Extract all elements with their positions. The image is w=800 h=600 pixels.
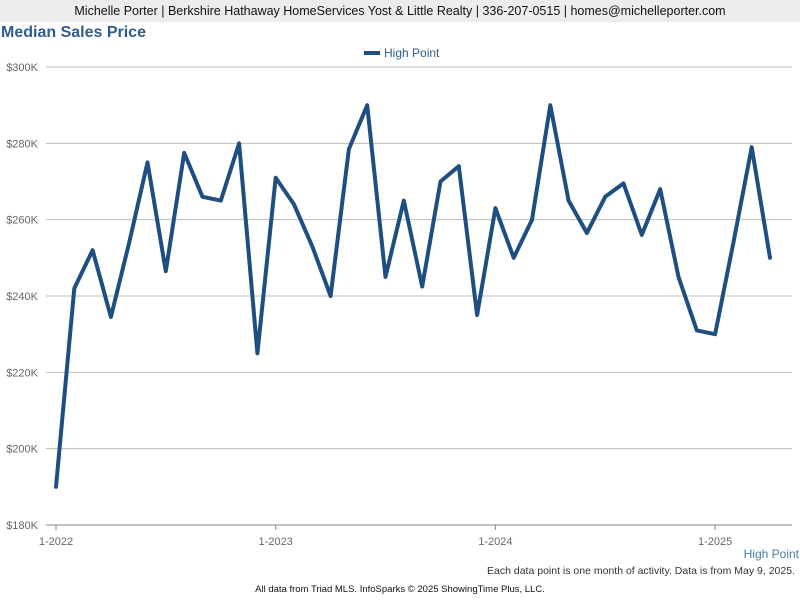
- y-tick-label: $220K: [6, 367, 38, 379]
- chart-title: Median Sales Price: [1, 24, 146, 41]
- y-tick-label: $200K: [6, 444, 38, 456]
- grid-lines: [46, 66, 792, 526]
- series-line-high-point: [54, 103, 772, 489]
- x-tick-label: 1-2024: [478, 536, 512, 548]
- x-axis-ticks: 1-2022 1-2023 1-2024 1-2025: [39, 525, 732, 548]
- legend-swatch: [364, 51, 380, 55]
- y-tick-label: $300K: [6, 62, 38, 74]
- y-axis-ticks: $180K $200K $220K $240K $260K $280K $300K: [6, 62, 38, 532]
- header-bar: Michelle Porter | Berkshire Hathaway Hom…: [0, 0, 800, 22]
- y-tick-label: $240K: [6, 291, 38, 303]
- x-tick-label: 1-2022: [39, 536, 73, 548]
- series-label: High Point: [743, 547, 799, 561]
- y-tick-label: $280K: [6, 138, 38, 150]
- legend-label: High Point: [384, 46, 440, 60]
- footer-source: All data from Triad MLS. InfoSparks © 20…: [255, 584, 545, 595]
- y-tick-label: $260K: [6, 215, 38, 227]
- series-group: [54, 103, 772, 489]
- x-tick-label: 1-2025: [698, 536, 732, 548]
- x-tick-label: 1-2023: [259, 536, 293, 548]
- legend: High Point: [364, 46, 439, 60]
- y-tick-label: $180K: [6, 520, 38, 532]
- data-note: Each data point is one month of activity…: [487, 565, 795, 577]
